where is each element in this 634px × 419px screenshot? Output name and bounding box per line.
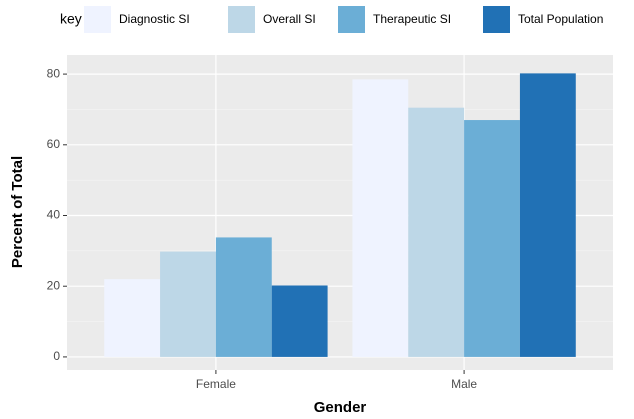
y-tick-label: 40: [47, 208, 61, 222]
legend-swatch: [338, 6, 365, 33]
bar: [215, 237, 272, 357]
bar: [352, 79, 409, 357]
y-tick-label: 20: [47, 278, 61, 292]
x-tick-label: Female: [196, 377, 236, 391]
bars: [104, 73, 576, 357]
legend-title: key: [60, 11, 82, 27]
bar: [271, 285, 328, 357]
legend-label: Overall SI: [263, 12, 316, 26]
y-tick-label: 60: [47, 137, 61, 151]
bar: [408, 107, 465, 357]
legend-label: Therapeutic SI: [373, 12, 451, 26]
bar: [519, 73, 576, 357]
legend-swatch: [483, 6, 510, 33]
y-tick-label: 0: [53, 349, 60, 363]
legend-swatch: [84, 6, 111, 33]
legend-swatch: [228, 6, 255, 33]
y-tick-label: 80: [47, 66, 61, 80]
x-axis-title: Gender: [314, 399, 367, 416]
bar: [464, 120, 520, 357]
bar: [104, 279, 161, 357]
legend: key Diagnostic SI Overall SI Therapeutic S…: [60, 6, 603, 33]
y-axis-title: Percent of Total: [9, 156, 26, 268]
x-tick-label: Male: [451, 377, 477, 391]
bar: [160, 251, 216, 357]
legend-label: Diagnostic SI: [119, 12, 190, 26]
legend-label: Total Population: [518, 12, 603, 26]
